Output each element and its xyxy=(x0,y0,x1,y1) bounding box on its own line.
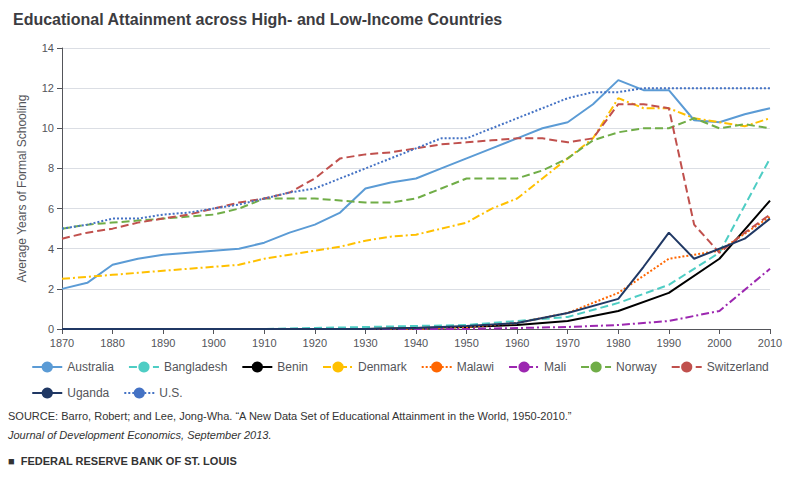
svg-text:2010: 2010 xyxy=(758,337,782,349)
svg-text:Australia: Australia xyxy=(67,360,114,374)
svg-text:1970: 1970 xyxy=(555,337,579,349)
svg-text:Denmark: Denmark xyxy=(358,360,408,374)
svg-text:Mali: Mali xyxy=(544,360,566,374)
svg-text:Uganda: Uganda xyxy=(67,386,109,400)
svg-text:1910: 1910 xyxy=(252,337,276,349)
svg-text:Bangladesh: Bangladesh xyxy=(164,360,227,374)
svg-text:10: 10 xyxy=(42,122,54,134)
svg-text:1980: 1980 xyxy=(606,337,630,349)
svg-text:SOURCE: Barro, Robert; and Lee: SOURCE: Barro, Robert; and Lee, Jong-Wha… xyxy=(8,410,572,422)
svg-text:1950: 1950 xyxy=(454,337,478,349)
svg-text:1890: 1890 xyxy=(151,337,175,349)
svg-text:Benin: Benin xyxy=(277,360,308,374)
svg-text:■ FEDERAL RESERVE BANK OF ST.: ■ FEDERAL RESERVE BANK OF ST. LOUIS xyxy=(8,455,237,467)
svg-text:1870: 1870 xyxy=(50,337,74,349)
svg-text:8: 8 xyxy=(48,162,54,174)
svg-text:12: 12 xyxy=(42,82,54,94)
svg-text:Norway: Norway xyxy=(616,360,657,374)
svg-text:U.S.: U.S. xyxy=(159,386,182,400)
svg-text:6: 6 xyxy=(48,203,54,215)
svg-text:2: 2 xyxy=(48,283,54,295)
svg-text:1930: 1930 xyxy=(353,337,377,349)
svg-text:Average Years of Formal School: Average Years of Formal Schooling xyxy=(15,95,29,283)
svg-text:1900: 1900 xyxy=(201,337,225,349)
svg-text:1960: 1960 xyxy=(505,337,529,349)
svg-text:4: 4 xyxy=(48,243,54,255)
svg-text:0: 0 xyxy=(48,323,54,335)
svg-text:1880: 1880 xyxy=(100,337,124,349)
svg-text:Switzerland: Switzerland xyxy=(707,360,769,374)
svg-text:1920: 1920 xyxy=(303,337,327,349)
svg-text:14: 14 xyxy=(42,42,54,54)
svg-text:Malawi: Malawi xyxy=(457,360,494,374)
svg-text:Journal of Development Economi: Journal of Development Economics, Septem… xyxy=(7,429,272,441)
svg-text:Educational Attainment across: Educational Attainment across High- and … xyxy=(13,11,502,28)
svg-text:1990: 1990 xyxy=(657,337,681,349)
svg-text:1940: 1940 xyxy=(404,337,428,349)
svg-text:2000: 2000 xyxy=(707,337,731,349)
